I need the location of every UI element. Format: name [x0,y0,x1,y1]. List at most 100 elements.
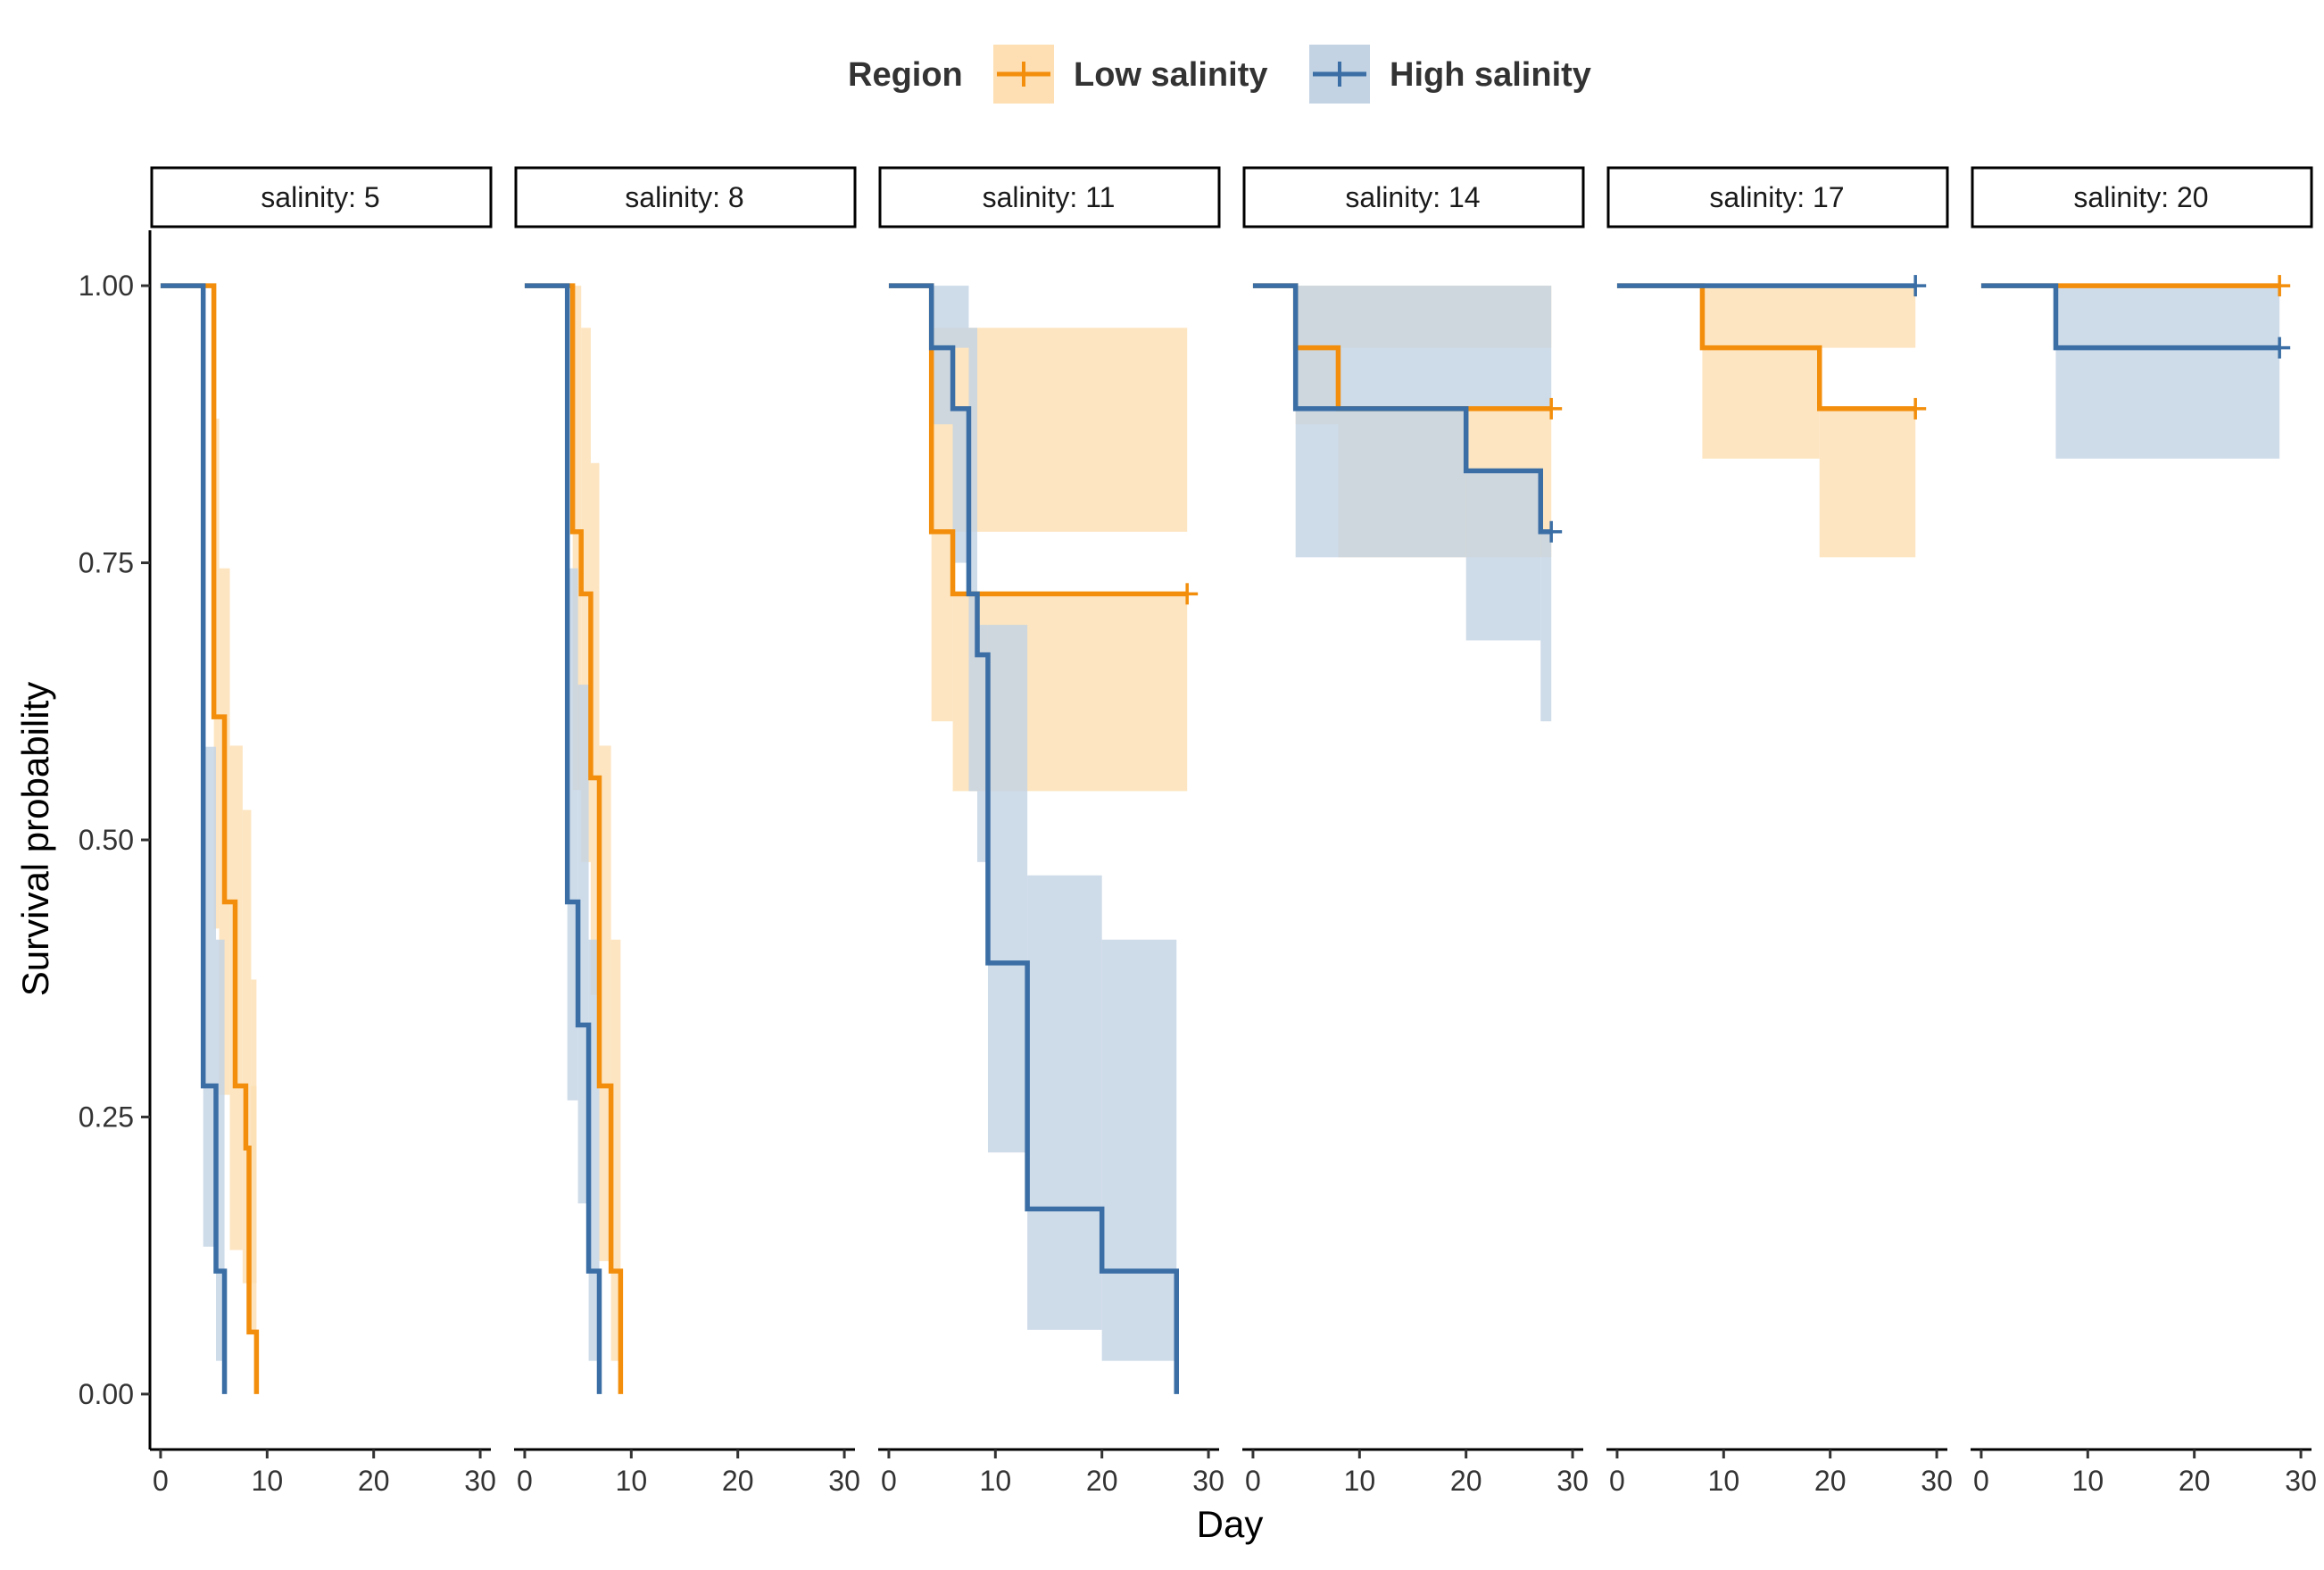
ci-band-low-salinity [572,286,582,532]
ci-band-low-salinity [931,531,953,722]
facet-salinity-20: salinity: 20 0 10 20 30 [1971,166,2317,1497]
x-tick-label: 20 [1086,1465,1118,1497]
ci-band-high-salinity [952,408,969,563]
ci-band-low-salinity [1819,408,1916,558]
ci-band-high-salinity [1465,470,1541,641]
ci-band-high-salinity [987,962,1028,1153]
ci-band-high-salinity [577,1025,589,1204]
x-tick-label: 30 [1921,1465,1953,1497]
facet-strip-label: salinity: 14 [1345,181,1480,213]
x-tick-label: 30 [464,1465,496,1497]
ci-band-low-salinity [599,1085,611,1261]
y-tick-label: 0.00 [79,1378,134,1410]
ci-band-high-salinity [1295,408,1466,558]
ci-band-high-salinity [216,939,225,1272]
facet-strip [514,166,857,228]
x-tick-label: 20 [358,1465,390,1497]
survival-line-high-salinity [888,283,1179,1394]
ci-band-low-salinity [581,328,591,594]
x-tick-label: 20 [722,1465,754,1497]
legend-title: Region [848,56,963,94]
ci-band-high-salinity [968,328,978,594]
ci-band-high-salinity [931,347,953,425]
ci-band-high-salinity [588,939,600,1272]
x-tick-label: 30 [828,1465,860,1497]
facet-strip-label: salinity: 8 [625,181,743,213]
x-tick-label: 0 [517,1465,533,1497]
x-tick-label: 0 [153,1465,169,1497]
ci-band-high-salinity [2055,286,2280,348]
legend: Region Low salinity High salinity [848,45,1591,104]
facet-strip [150,166,493,228]
x-tick-label: 20 [2179,1465,2211,1497]
x-tick-label: 0 [1609,1465,1625,1497]
x-tick-label: 10 [1708,1465,1740,1497]
x-tick-label: 0 [881,1465,897,1497]
ci-band-low-salinity [229,745,243,902]
x-tick-label: 30 [2285,1465,2317,1497]
ci-band-low-salinity [219,568,230,718]
facet-strip [1242,166,1585,228]
x-tick-label: 10 [1344,1465,1376,1497]
ci-band-low-salinity [242,810,252,1086]
ci-band-high-salinity [567,901,578,1101]
x-tick-label: 30 [1192,1465,1224,1497]
facet-salinity-8: salinity: 8 0 10 20 30 [514,166,860,1497]
ci-band-high-salinity [987,625,1028,963]
facet-strip-label: salinity: 20 [2073,181,2208,213]
x-tick-label: 0 [1973,1465,1989,1497]
x-axis-title: Day [1197,1503,1264,1545]
facet-salinity-14: salinity: 14 0 10 20 30 [1242,166,1589,1497]
facet-salinity-5: salinity: 5 0 10 20 30 [150,166,496,1497]
survival-line-high-salinity [160,283,228,1394]
ci-band-high-salinity [968,594,978,792]
y-tick-label: 0.50 [79,824,134,856]
ci-band-high-salinity [577,685,589,1026]
x-tick-label: 10 [616,1465,648,1497]
ci-band-high-salinity [977,654,988,862]
y-tick-label: 1.00 [79,270,134,302]
ci-band-high-salinity [203,1085,217,1247]
ci-band-high-salinity [216,1271,225,1361]
survival-line-high-salinity [1252,283,1552,535]
ci-band-low-salinity [610,939,621,1272]
ci-band-low-salinity [213,717,220,929]
ci-band-high-salinity [977,625,988,655]
x-tick-label: 0 [1245,1465,1261,1497]
legend-entry-high-salinity: High salinity [1309,45,1591,104]
x-tick-label: 10 [2072,1465,2104,1497]
survival-line-low-salinity [524,283,624,1394]
facet-strip [1606,166,1949,228]
ci-band-high-salinity [931,286,969,348]
survival-line-high-salinity [524,283,602,1394]
survival-line-high-salinity [1980,283,2280,351]
ci-band-low-salinity [1702,347,1820,459]
x-tick-label: 10 [980,1465,1012,1497]
facet-strip-label: salinity: 17 [1709,181,1844,213]
legend-label-high-salinity: High salinity [1390,56,1591,94]
facet-salinity-11: salinity: 11 0 10 20 30 [878,166,1224,1497]
x-tick-label: 30 [1556,1465,1589,1497]
ci-band-low-salinity [1702,286,1916,348]
ci-band-high-salinity [1101,939,1177,1272]
y-axis-title: Survival probability [14,682,56,997]
ci-band-high-salinity [203,746,217,1086]
ci-band-low-salinity [213,419,220,718]
facet-strip [878,166,1221,228]
ci-band-high-salinity [1540,531,1552,722]
ci-band-low-salinity [219,717,230,1095]
x-tick-label: 20 [1450,1465,1482,1497]
ci-band-high-salinity [1101,1271,1177,1361]
facet-strip-label: salinity: 5 [261,181,379,213]
facet-strip [1971,166,2313,228]
ci-band-high-salinity [2055,347,2280,459]
y-tick-label: 0.25 [79,1101,134,1133]
ci-band-high-salinity [588,1271,600,1361]
facet-strip-label: salinity: 11 [983,181,1116,213]
x-tick-label: 10 [252,1465,284,1497]
ci-band-low-salinity [590,777,600,995]
survival-line-low-salinity [160,283,260,1394]
